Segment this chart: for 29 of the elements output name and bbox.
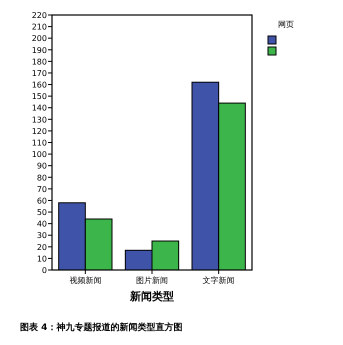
legend-title: 网页 — [278, 20, 294, 29]
y-tick-label: 130 — [32, 115, 47, 124]
x-tick-label: 视频新闻 — [69, 276, 102, 285]
y-tick-label: 170 — [32, 68, 47, 78]
y-tick-label: 90 — [36, 162, 47, 171]
y-tick-label: 30 — [36, 231, 47, 240]
y-tick-label: 150 — [32, 92, 47, 102]
y-tick-label: 120 — [32, 126, 47, 136]
y-tick-label: 60 — [36, 196, 47, 206]
y-tick-label: 110 — [32, 138, 47, 148]
y-tick-label: 200 — [32, 34, 47, 44]
y-tick-label: 140 — [32, 104, 47, 113]
y-tick-label: 50 — [36, 208, 47, 218]
y-tick-label: 210 — [32, 22, 47, 32]
y-tick-label: 190 — [32, 46, 47, 55]
y-tick-label: 80 — [36, 173, 47, 182]
x-tick-label: 图片新闻 — [136, 276, 168, 285]
y-tick-label: 40 — [36, 220, 47, 229]
y-tick-label: 100 — [32, 150, 47, 160]
x-axis-title: 新闻类型 — [129, 290, 174, 303]
y-tick-label: 0 — [42, 266, 47, 275]
y-tick-label: 10 — [36, 254, 47, 264]
y-tick-label: 160 — [32, 80, 47, 90]
x-tick-label: 文字新闻 — [202, 276, 235, 285]
y-tick-label: 220 — [32, 11, 47, 20]
text: 图表 4：神九专题报道的新闻类型直方图 — [20, 322, 182, 333]
y-tick-label: 70 — [36, 184, 47, 194]
y-tick-label: 180 — [32, 57, 47, 66]
y-tick-label: 20 — [36, 242, 47, 252]
